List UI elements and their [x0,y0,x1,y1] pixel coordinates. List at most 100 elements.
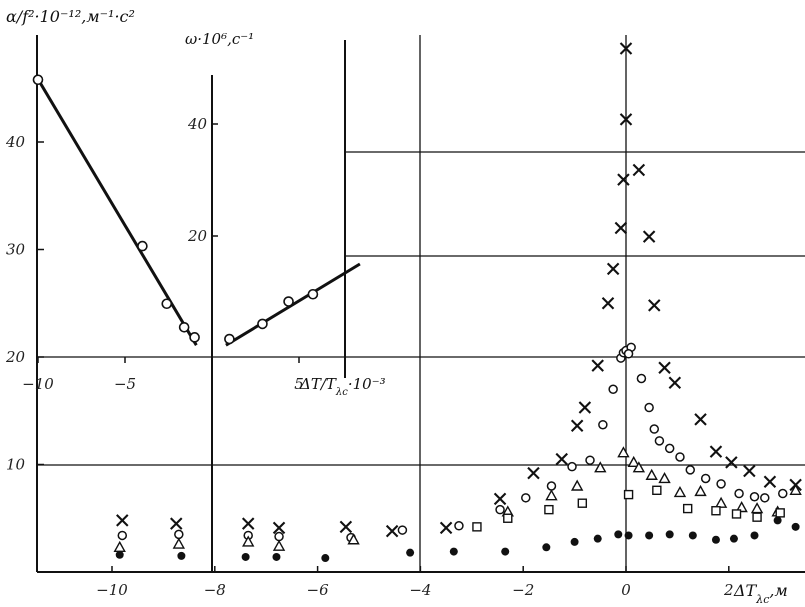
inset-y-tick-label: 20 [187,227,208,245]
circle-marker [585,455,595,465]
main-y-axis-label: α/f²·10⁻¹²,м⁻¹·с² [6,7,135,26]
dot-marker [614,530,623,539]
main-x-axis-label-unit: ,м [769,581,787,600]
triangle-marker [789,483,802,495]
dot-marker [750,531,759,540]
dot-marker [501,547,510,556]
inset-circle-marker [257,318,268,330]
dot-marker [688,531,697,540]
circle-marker [675,452,685,462]
circle-marker [174,529,184,540]
triangle-marker [750,502,764,514]
y-tick-label: 20 [5,348,26,366]
inset-circle-marker [307,288,319,300]
cross-marker [339,520,353,534]
circle-marker [644,402,654,413]
dot-marker [624,531,633,540]
square-marker [503,513,513,523]
circle-marker [454,521,464,531]
inset-y-tick-label: 40 [187,115,208,133]
triangle-marker [272,539,286,551]
triangle-marker [673,486,687,498]
cross-marker [439,521,453,535]
triangle-marker [347,533,360,545]
cross-marker [170,517,183,530]
cross-marker [709,445,723,458]
triangle-marker [645,468,658,480]
square-marker [775,508,785,518]
square-marker [623,489,634,500]
square-marker [731,509,742,519]
square-marker [577,498,588,508]
circle-marker [734,488,744,499]
triangle-marker [172,537,186,549]
main-x-axis-label-text: ΔT [733,581,758,600]
dot-marker [729,534,738,543]
cross-marker [385,524,399,538]
x-tick-label: −6 [307,581,330,599]
dot-marker [593,534,602,543]
circle-marker [685,465,695,475]
cross-marker [648,299,661,312]
dot-marker [570,537,579,546]
circle-marker [546,481,557,491]
dot-marker [773,516,782,525]
triangle-marker [714,496,728,508]
cross-marker [570,419,584,433]
inset-circle-marker [178,321,190,333]
dot-marker [791,522,800,531]
dot-marker [449,547,458,556]
cross-marker [619,42,633,55]
cross-marker [658,361,671,374]
triangle-marker [627,455,640,468]
inset-y-axis-label: ω·10⁶,с⁻¹ [185,30,254,48]
circle-marker [749,492,760,502]
x-tick-label: −10 [96,581,128,599]
dot-marker [406,548,415,557]
inset-x-axis-label-text: ΔT/T [299,375,337,393]
cross-marker [591,359,604,372]
x-tick-label: 2 [723,581,734,599]
inset-x-axis-label-unit: ·10⁻³ [348,375,386,393]
cross-marker [241,517,255,530]
y-tick-label: 10 [6,456,26,474]
main-y-axis-label-text: α/f²·10⁻¹²,м⁻¹·с² [6,7,135,26]
dot-marker [645,531,654,540]
square-marker [652,485,662,495]
inset-circle-marker [189,332,200,343]
triangle-marker [617,446,630,458]
circle-marker [623,349,634,359]
triangle-marker [632,461,646,473]
circle-marker [567,461,577,472]
triangle-marker [545,489,558,501]
inset-plot: ω·10⁶,с⁻¹ −10 −5 5 20 40 ΔT/Tλс·10⁻³ [22,30,386,572]
circle-marker [649,424,660,434]
cross-marker [116,514,129,527]
dot-marker [665,530,674,539]
circle-marker [598,419,608,430]
y-tick-label: 40 [5,133,26,151]
cross-marker [606,262,620,276]
dot-marker [177,551,186,560]
cross-marker [642,230,656,243]
y-tick-label: 30 [6,241,26,259]
triangle-marker [694,484,707,497]
circle-marker [760,493,770,503]
triangle-marker [242,535,255,547]
cross-marker [694,413,707,426]
inset-x-axis-label: ΔT/Tλс·10⁻³ [299,375,386,398]
inset-x-tick-label: −5 [114,375,136,393]
inset-ticks: −10 −5 5 20 40 [22,115,304,393]
triangle-marker [735,501,748,513]
inset-circle-marker [32,74,44,86]
triangle-marker [113,540,126,552]
circle-marker [397,525,408,535]
inset-x-tick-label: 5 [294,375,304,393]
dot-marker [711,535,720,544]
inset-circle-marker [283,296,294,307]
main-x-axis-label-sub: λс [755,593,769,606]
inset-circle-marker [137,240,148,252]
circle-marker [274,531,284,542]
triangle-marker [570,479,584,491]
inset-fit-line [225,262,361,347]
